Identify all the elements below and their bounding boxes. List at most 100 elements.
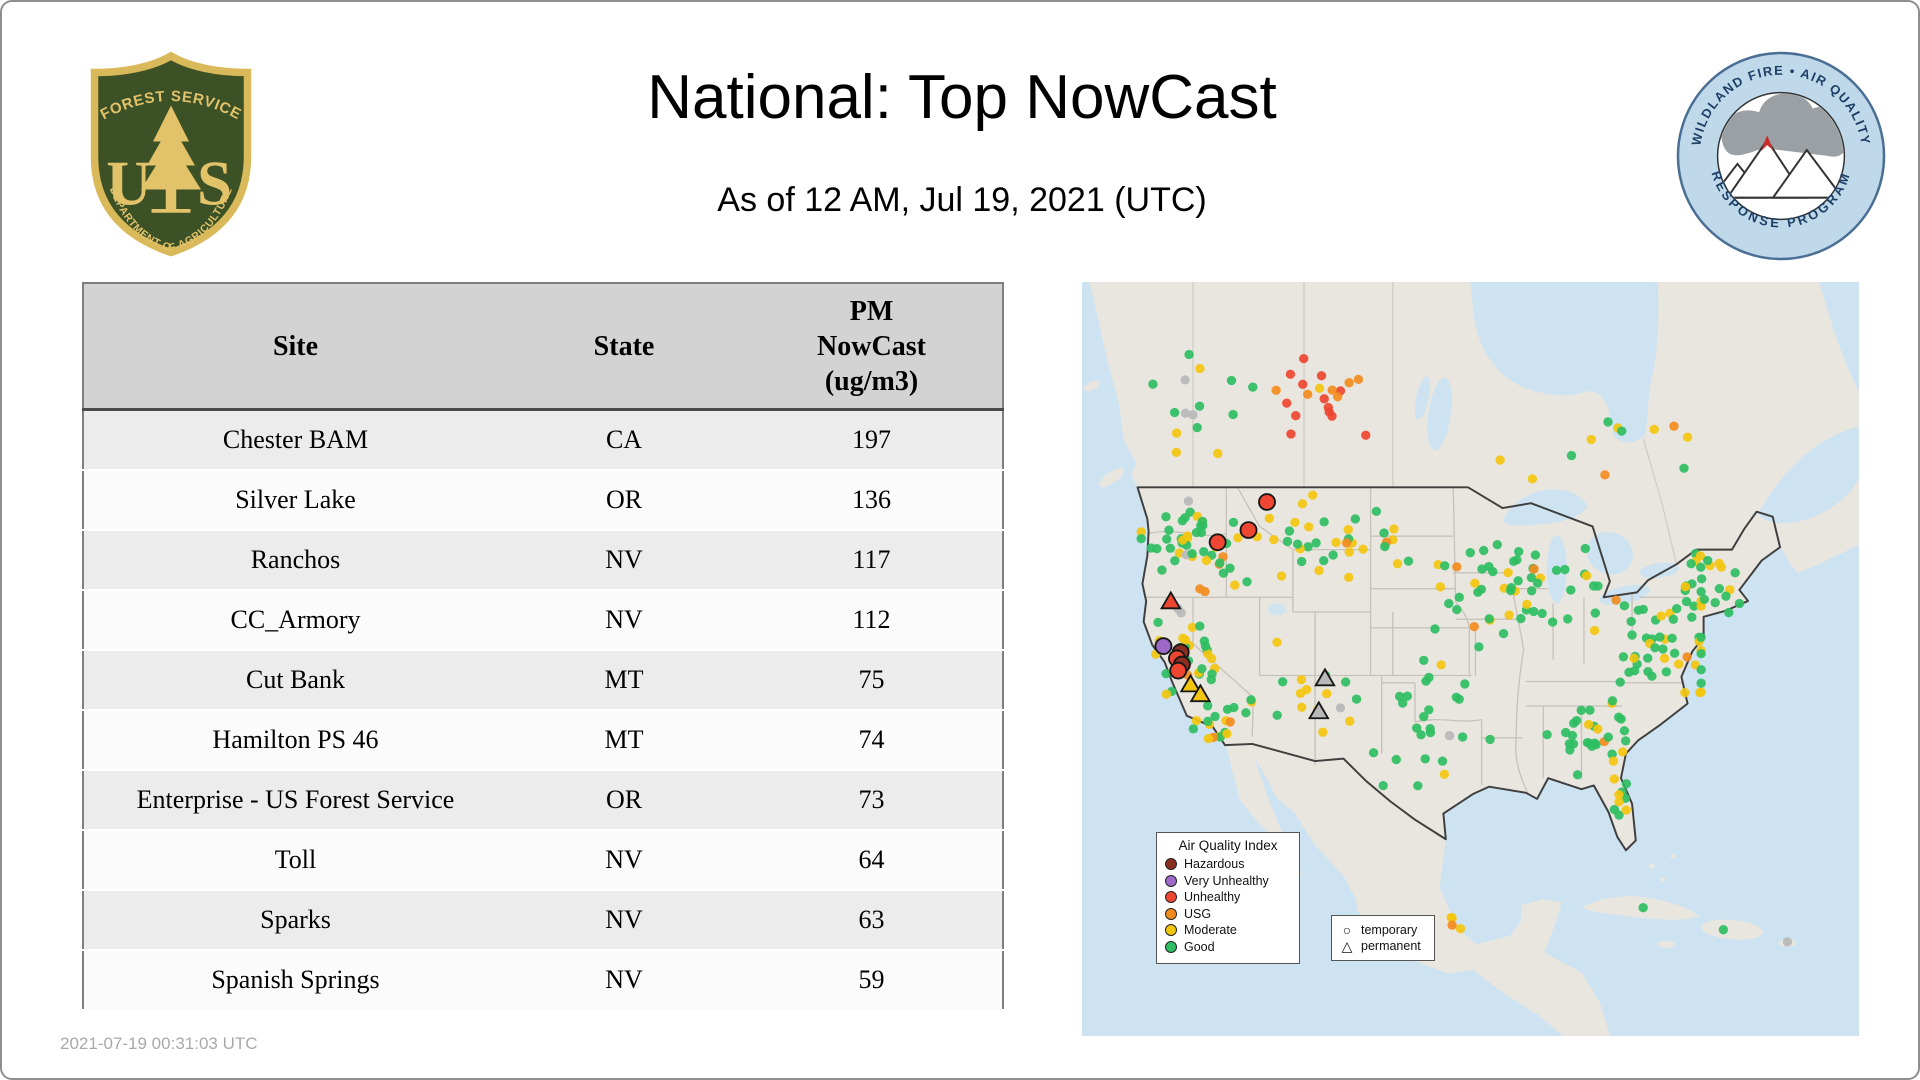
- monitor-marker-circle: [1208, 533, 1227, 552]
- monitor-dot: [1444, 730, 1455, 741]
- monitor-dot: [1392, 559, 1403, 569]
- monitor-dot: [1282, 536, 1293, 547]
- monitor-dot: [1284, 526, 1295, 536]
- legend-label: Very Unhealthy: [1184, 873, 1269, 888]
- monitor-dot: [1655, 632, 1665, 642]
- monitor-dot: [1568, 739, 1579, 749]
- monitor-dot: [1345, 716, 1355, 726]
- value-cell: 74: [858, 725, 885, 754]
- monitor-dot: [1228, 409, 1238, 420]
- page-subtitle: As of 12 AM, Jul 19, 2021 (UTC): [717, 181, 1207, 219]
- monitor-dot: [1285, 369, 1296, 379]
- monitor-dot: [1566, 585, 1576, 595]
- page-title: National: Top NowCast: [647, 63, 1277, 132]
- nowcast-table-body: Chester BAM CA 197 Silver Lake OR 136 Ranchos N…: [83, 409, 1003, 1010]
- monitor-dot: [1272, 710, 1282, 720]
- monitor-dot: [1322, 688, 1332, 699]
- shape-legend-item-temporary: ○ temporary: [1340, 923, 1426, 937]
- monitor-dot: [1397, 698, 1408, 708]
- state-cell: OR: [605, 785, 643, 814]
- table-header-row: Site State PM NowCast (ug/m3): [83, 283, 1003, 411]
- monitor-dot: [1444, 598, 1454, 609]
- monitor-dot: [1526, 586, 1537, 596]
- monitor-dot: [1188, 410, 1198, 420]
- monitor-dot: [1272, 637, 1282, 647]
- monitor-dot: [1304, 522, 1314, 532]
- monitor-dot: [1378, 780, 1388, 791]
- monitor-dot: [1576, 705, 1586, 715]
- monitor-dot: [1686, 559, 1696, 569]
- monitor-dot: [1162, 534, 1172, 544]
- state-cell: MT: [604, 725, 644, 754]
- monitor-dot: [1658, 644, 1668, 654]
- monitor-dot: [1298, 379, 1308, 389]
- monitor-dot: [1586, 434, 1596, 445]
- monitor-dot: [1618, 652, 1629, 662]
- legend-swatch-moderate: [1165, 924, 1177, 936]
- monitor-dot: [1180, 375, 1190, 385]
- monitor-dot: [1667, 633, 1677, 643]
- value-cell: 75: [858, 665, 885, 694]
- monitor-marker-triangle: [1179, 673, 1202, 693]
- value-cell: 64: [858, 845, 885, 874]
- monitor-dot: [1465, 548, 1475, 558]
- monitor-dot: [1282, 398, 1292, 408]
- monitor-dot: [1470, 578, 1480, 588]
- table-row: Ranchos NV 117: [83, 530, 1003, 590]
- monitor-dot: [1506, 585, 1516, 596]
- site-cell: Sparks: [260, 905, 331, 934]
- monitor-dot: [1560, 564, 1570, 575]
- state-cell: NV: [605, 545, 643, 574]
- monitor-dot: [1319, 517, 1329, 527]
- monitor-dot: [1696, 678, 1706, 688]
- monitor-dot: [1699, 594, 1710, 605]
- monitor-dot: [1153, 617, 1163, 627]
- monitor-dot: [1327, 385, 1337, 395]
- monitor-dot: [1669, 648, 1680, 658]
- monitor-dot: [1436, 660, 1446, 670]
- monitor-dot: [1588, 581, 1599, 591]
- monitor-dot: [1614, 797, 1624, 807]
- wfaqrp-seal: WILDLAND FIRE • AIR QUALITY RESPONSE PRO…: [1676, 51, 1886, 261]
- monitor-dot: [1297, 499, 1308, 509]
- monitor-dot: [1196, 521, 1206, 531]
- monitor-marker-triangle: [1314, 667, 1336, 687]
- monitor-dot: [1581, 571, 1592, 581]
- shield-letter-u: U: [106, 149, 152, 219]
- monitor-dot: [1469, 621, 1479, 632]
- monitor-dot: [1714, 583, 1725, 594]
- monitor-dot: [1696, 562, 1706, 572]
- monitor-dot: [1195, 621, 1205, 631]
- site-cell: Chester BAM: [222, 425, 369, 454]
- monitor-dot: [1593, 724, 1603, 734]
- monitor-marker-circle: [1169, 661, 1188, 680]
- monitor-dot: [1152, 544, 1162, 554]
- monitor-dot: [1492, 539, 1502, 550]
- monitor-dot: [1696, 665, 1706, 675]
- monitor-dot: [1413, 781, 1423, 791]
- monitor-dot: [1229, 702, 1239, 713]
- monitor-dot: [1439, 769, 1450, 779]
- value-cell: 63: [858, 905, 885, 934]
- monitor-dot: [1514, 546, 1524, 557]
- monitor-dot: [1213, 448, 1223, 459]
- legend-label: Good: [1184, 939, 1215, 954]
- monitor-dot: [1218, 568, 1229, 578]
- monitor-dot: [1621, 805, 1631, 815]
- monitor-dot: [1319, 394, 1329, 404]
- monitor-dot: [1513, 576, 1523, 586]
- monitor-marker-circle: [1258, 493, 1276, 511]
- shape-legend-item-permanent: △ permanent: [1340, 939, 1426, 953]
- monitor-dot: [1331, 537, 1341, 548]
- table-row: CC_Armory NV 112: [83, 590, 1003, 650]
- monitor-marker-triangle: [1159, 590, 1182, 610]
- monitor-dot: [1191, 715, 1202, 726]
- aqi-legend: Air Quality Index Hazardous Very Unhealth…: [1156, 832, 1300, 964]
- monitor-dot: [1680, 582, 1691, 592]
- monitor-dot: [1242, 577, 1252, 587]
- monitor-dot: [1332, 392, 1343, 402]
- monitor-dot: [1180, 635, 1191, 645]
- monitor-dot: [1649, 424, 1659, 435]
- monitor-dot: [1161, 512, 1171, 522]
